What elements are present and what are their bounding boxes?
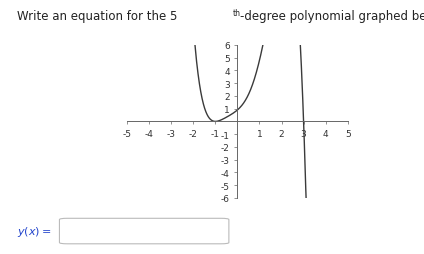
- Text: Write an equation for the 5: Write an equation for the 5: [17, 10, 177, 23]
- FancyBboxPatch shape: [59, 218, 229, 244]
- Text: th: th: [232, 9, 240, 18]
- Text: -degree polynomial graphed below: -degree polynomial graphed below: [240, 10, 424, 23]
- Text: $y(x) =$: $y(x) =$: [17, 224, 51, 238]
